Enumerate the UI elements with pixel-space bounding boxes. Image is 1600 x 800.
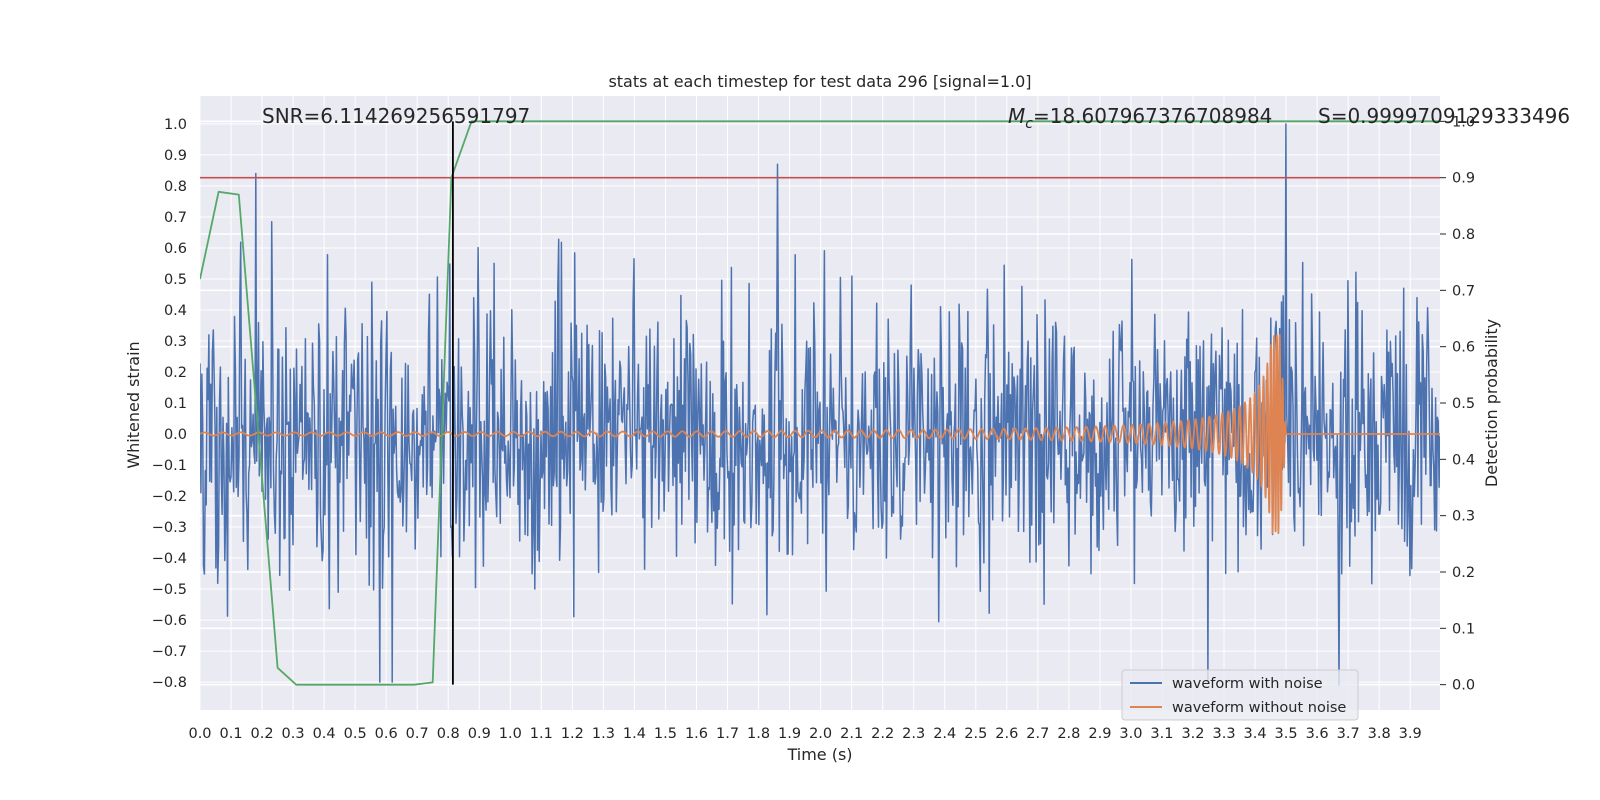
x-axis-label: Time (s)	[786, 745, 852, 764]
y2-tick-labels: 0.0 0.1 0.2 0.3 0.4 0.5 0.6 0.7 0.8 0.9 1.0	[1440, 114, 1475, 694]
snr-annotation: SNR=6.114269256591797	[262, 104, 530, 128]
y2-tick-label: 0.7	[1452, 283, 1475, 299]
y2-tick-label: 0.3	[1452, 509, 1475, 525]
y-tick-label: −0.7	[152, 644, 187, 660]
x-tick-label: 1.3	[592, 726, 615, 742]
x-tick-label: 0.3	[282, 726, 305, 742]
x-tick-label: 2.2	[871, 726, 894, 742]
x-tick-label: 0.2	[251, 726, 274, 742]
x-tick-label: 1.8	[747, 726, 770, 742]
x-tick-label: 3.4	[1244, 726, 1267, 742]
series-waveform-without-noise	[200, 334, 1440, 535]
legend-box	[1121, 669, 1359, 721]
y2-tick-label: 0.0	[1452, 678, 1475, 694]
x-tick-label: 1.6	[685, 726, 708, 742]
x-tick-label: 0.0	[188, 726, 211, 742]
x-tick-label: 3.1	[1150, 726, 1173, 742]
x-tick-label: 2.1	[840, 726, 863, 742]
x-tick-label: 1.9	[778, 726, 801, 742]
y-tick-label: −0.1	[152, 458, 187, 474]
x-tick-label: 0.1	[219, 726, 242, 742]
y2-tick-label: 0.4	[1452, 452, 1475, 468]
y-tick-label: −0.2	[152, 489, 187, 505]
x-tick-label: 2.4	[933, 726, 956, 742]
chirp-mass-subscript: c	[1025, 116, 1033, 132]
x-tick-label: 2.3	[902, 726, 925, 742]
y-tick-label: 0.8	[164, 179, 187, 195]
x-tick-label: 1.0	[499, 726, 522, 742]
y-tick-label: 0.1	[164, 396, 187, 412]
y-tick-label: 0.4	[164, 303, 187, 319]
y-tick-label: −0.4	[152, 551, 187, 567]
x-tick-label: 0.4	[313, 726, 336, 742]
x-tick-label: 3.8	[1368, 726, 1391, 742]
y-tick-labels: −0.8 −0.7 −0.6 −0.5 −0.4 −0.3 −0.2 −0.1 0.0 0.1 0.…	[152, 117, 187, 691]
x-tick-label: 2.7	[1026, 726, 1049, 742]
y-tick-label: −0.6	[152, 613, 187, 629]
x-tick-label: 1.5	[654, 726, 677, 742]
y-tick-label: 0.5	[164, 272, 187, 288]
y-tick-label: −0.8	[152, 675, 187, 691]
chirp-mass-value: =18.607967376708984	[1033, 104, 1272, 128]
significance-annotation: S=0.9999709129333496	[1318, 104, 1570, 128]
y-axis-label: Whitened strain	[124, 341, 143, 468]
x-tick-label: 0.7	[406, 726, 429, 742]
y2-axis-label: Detection probability	[1482, 319, 1501, 487]
x-tick-label: 3.0	[1119, 726, 1142, 742]
x-tick-label: 1.4	[623, 726, 646, 742]
x-tick-label: 2.6	[995, 726, 1018, 742]
y2-tick-label: 0.2	[1452, 565, 1475, 581]
x-tick-label: 3.7	[1337, 726, 1360, 742]
legend-label-clean: waveform without noise	[1172, 700, 1346, 716]
x-tick-label: 0.9	[468, 726, 491, 742]
legend-label-noise: waveform with noise	[1172, 676, 1323, 692]
y2-tick-label: 1.0	[1452, 114, 1475, 130]
y2-tick-label: 0.6	[1452, 340, 1475, 356]
y-tick-label: −0.3	[152, 520, 187, 536]
y-tick-label: −0.5	[152, 582, 187, 598]
legend: waveform with noise waveform without noi…	[1121, 669, 1359, 721]
x-tick-label: 2.8	[1057, 726, 1080, 742]
x-tick-label: 0.8	[437, 726, 460, 742]
series-detection-probability	[200, 120, 1440, 686]
x-tick-label: 2.5	[964, 726, 987, 742]
chirp-mass-symbol: M	[1008, 104, 1025, 128]
x-tick-label: 3.2	[1181, 726, 1204, 742]
x-tick-label: 2.9	[1088, 726, 1111, 742]
y2-tick-label: 0.9	[1452, 171, 1475, 187]
y2-tick-label: 0.8	[1452, 227, 1475, 243]
x-tick-label: 1.7	[716, 726, 739, 742]
x-tick-label: 3.3	[1212, 726, 1235, 742]
x-tick-label: 1.1	[530, 726, 553, 742]
y-tick-label: 1.0	[164, 117, 187, 133]
x-tick-label: 2.0	[809, 726, 832, 742]
x-tick-label: 0.5	[344, 726, 367, 742]
x-tick-label: 3.5	[1275, 726, 1298, 742]
y-tick-label: 0.2	[164, 365, 187, 381]
chart-title: stats at each timestep for test data 296…	[608, 72, 1031, 91]
y-tick-label: 0.9	[164, 148, 187, 164]
x-tick-label: 3.9	[1399, 726, 1422, 742]
plot-series-group	[200, 120, 1440, 686]
x-tick-labels: 0.0 0.1 0.2 0.3 0.4 0.5 0.6 0.7 0.8 0.9 1.0 1.1 1.2 1…	[188, 726, 1421, 742]
y-tick-label: 0.6	[164, 241, 187, 257]
x-tick-label: 0.6	[375, 726, 398, 742]
y2-tick-label: 0.5	[1452, 396, 1475, 412]
y-tick-label: 0.7	[164, 210, 187, 226]
x-tick-label: 3.6	[1306, 726, 1329, 742]
y-tick-label: 0.3	[164, 334, 187, 350]
chirp-mass-annotation: Mc=18.607967376708984	[1008, 104, 1272, 132]
x-tick-label: 1.2	[561, 726, 584, 742]
y2-tick-label: 0.1	[1452, 621, 1475, 637]
y-tick-label: 0.0	[164, 427, 187, 443]
